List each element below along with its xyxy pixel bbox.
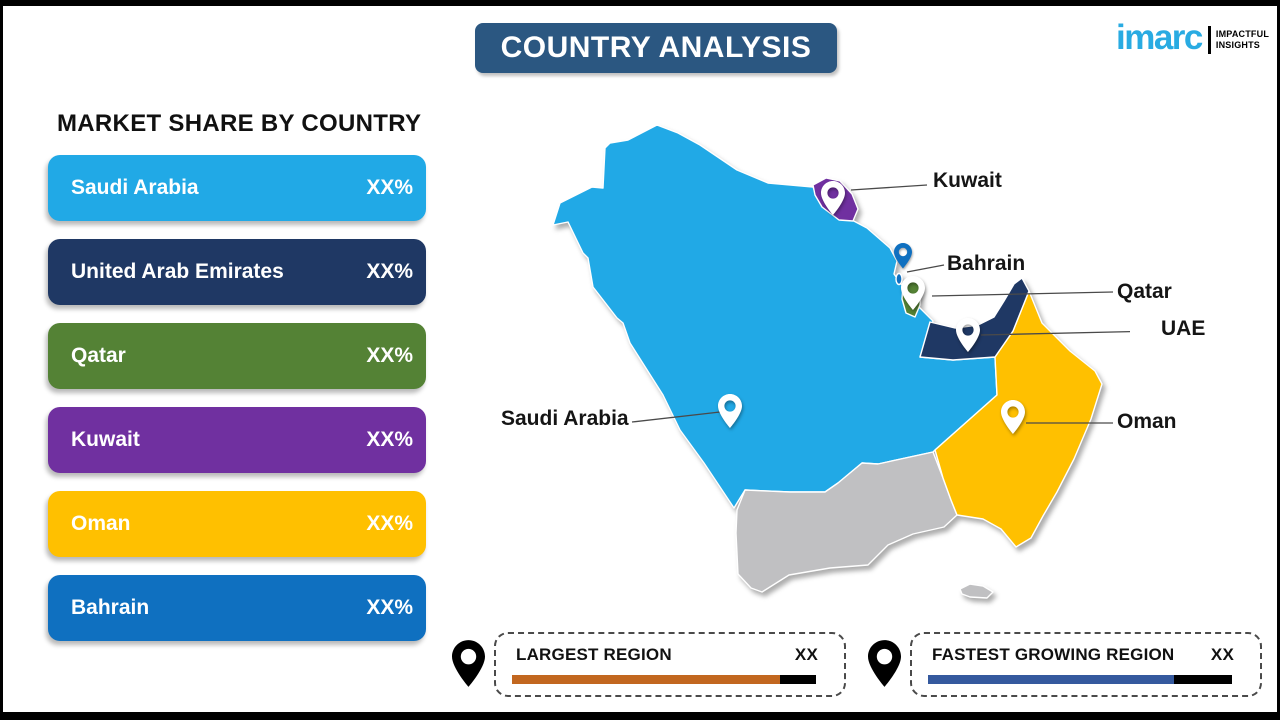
page-title: COUNTRY ANALYSIS [500, 31, 812, 64]
largest-region-bar-rest [779, 675, 816, 684]
label-line-qatar [931, 291, 1114, 297]
share-bar-oman: Oman XX% [48, 491, 426, 557]
label-line-bahrain [906, 264, 945, 273]
fastest-region-box: FASTEST GROWING REGION XX [910, 632, 1262, 697]
map-island-small [959, 583, 994, 599]
label-line-kuwait [850, 184, 928, 191]
logo-divider [1207, 25, 1211, 54]
bar-label: Bahrain [71, 596, 150, 619]
map-region-saudi-arabia [552, 124, 998, 509]
map-label-kuwait: Kuwait [933, 169, 1002, 192]
fastest-region-bar-rest [1174, 675, 1232, 684]
map-pin-icon-oman [1001, 400, 1025, 434]
imarc-logo: imarc IMPACTFUL INSIGHTS [1116, 20, 1269, 55]
page-title-box: COUNTRY ANALYSIS [475, 23, 837, 73]
bar-value: XX% [366, 512, 413, 535]
map-pin-icon-kuwait [821, 181, 845, 215]
bar-value: XX% [366, 260, 413, 283]
map-label-saudi: Saudi Arabia [501, 407, 629, 430]
map-label-qatar: Qatar [1117, 280, 1172, 303]
gcc-map [552, 124, 1130, 599]
market-share-legend: Saudi Arabia XX% United Arab Emirates XX… [48, 155, 426, 659]
largest-region-bar [512, 675, 816, 684]
map-region-uae [919, 277, 1030, 361]
bar-label: Oman [71, 512, 131, 535]
bar-value: XX% [366, 596, 413, 619]
map-pin-icon-saudi [718, 394, 742, 428]
largest-region-label: LARGEST REGION [516, 645, 672, 664]
bar-label: United Arab Emirates [71, 260, 284, 283]
largest-region-value: XX [794, 645, 818, 664]
map-pin-icon-qatar [901, 276, 925, 310]
imarc-brand-text: imarc [1116, 18, 1203, 57]
largest-region-box: LARGEST REGION XX [494, 632, 846, 697]
logo-tagline-line2: INSIGHTS [1215, 39, 1261, 50]
share-bar-kuwait: Kuwait XX% [48, 407, 426, 473]
map-label-oman: Oman [1117, 410, 1177, 433]
fastest-region-bar [928, 675, 1232, 684]
fastest-region-pin-icon [868, 640, 901, 687]
largest-region-bar-fill [512, 675, 780, 684]
share-bar-uae: United Arab Emirates XX% [48, 239, 426, 305]
map-region-yemen [735, 451, 958, 593]
share-bar-saudi-arabia: Saudi Arabia XX% [48, 155, 426, 221]
map-pin-icon-uae [956, 318, 980, 352]
logo-tagline: IMPACTFUL INSIGHTS [1216, 29, 1269, 51]
fastest-region-label: FASTEST GROWING REGION [932, 645, 1175, 664]
map-label-bahrain: Bahrain [947, 252, 1026, 275]
bar-label: Qatar [71, 344, 126, 367]
label-line-uae [980, 330, 1130, 336]
map-label-uae: UAE [1161, 317, 1206, 340]
share-bar-bahrain: Bahrain XX% [48, 575, 426, 641]
largest-region-pin-icon [452, 640, 485, 687]
bar-value: XX% [366, 344, 413, 367]
bar-label: Kuwait [71, 428, 140, 451]
market-share-heading: MARKET SHARE BY COUNTRY [57, 110, 422, 137]
bar-value: XX% [366, 176, 413, 199]
fastest-region-bar-fill [928, 675, 1175, 684]
bar-label: Saudi Arabia [71, 176, 199, 199]
fastest-region-value: XX [1210, 645, 1234, 664]
bar-value: XX% [366, 428, 413, 451]
share-bar-qatar: Qatar XX% [48, 323, 426, 389]
logo-tagline-line1: IMPACTFUL [1215, 28, 1270, 39]
map-region-bahrain-island [895, 272, 903, 286]
map-pin-icon-bahrain [894, 243, 912, 269]
label-line-saudi [631, 411, 721, 423]
